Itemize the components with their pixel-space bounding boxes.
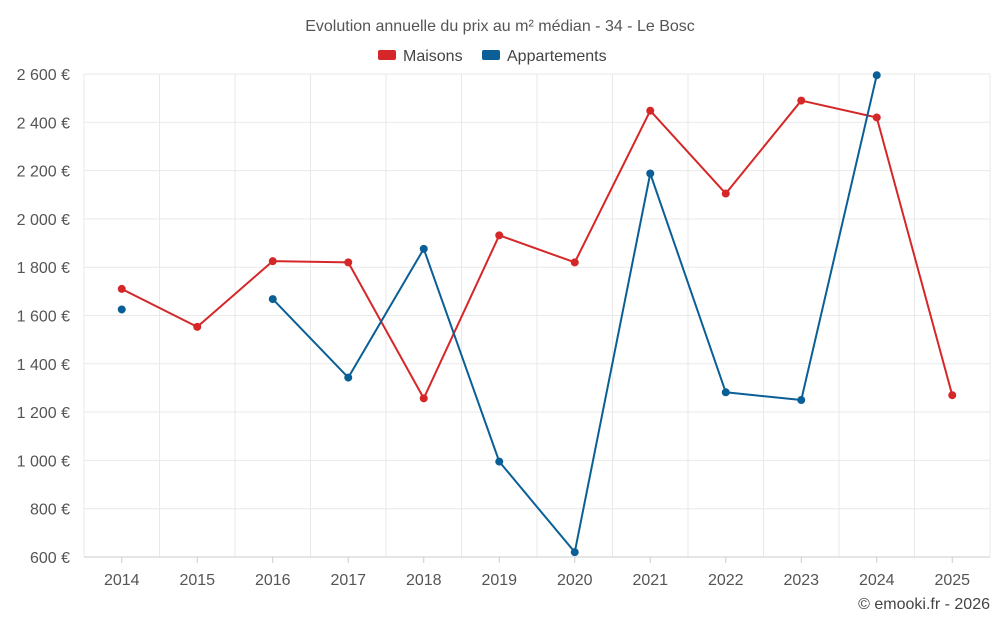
x-axis: 2014 2015 2016 2017 2018 2019 2020 2021 2022 2023… [84, 556, 990, 589]
y-tick-label: 2 600 € [17, 67, 70, 84]
legend-item-maisons[interactable]: Maisons [378, 48, 463, 65]
x-tick-label: 2016 [255, 572, 291, 589]
y-tick-label: 2 400 € [17, 115, 70, 132]
y-tick-label: 2 200 € [17, 164, 70, 181]
data-point-appartements[interactable] [872, 71, 881, 80]
x-tick-label: 2015 [179, 572, 215, 589]
x-tick-label: 2019 [481, 572, 517, 589]
y-tick-label: 1 400 € [17, 357, 70, 374]
y-axis: 600 € 800 € 1 000 € 1 200 € 1 400 € 1 600 € 1 … [17, 67, 70, 567]
x-tick-label: 2024 [859, 572, 895, 589]
credit-text: © emooki.fr - 2026 [858, 596, 990, 613]
legend-swatch-appartements [482, 50, 500, 60]
x-tick-label: 2020 [557, 572, 593, 589]
y-tick-label: 1 800 € [17, 260, 70, 277]
data-point-appartements[interactable] [570, 548, 579, 557]
series-appartements [117, 71, 881, 557]
grid [83, 73, 991, 558]
data-point-maisons[interactable] [495, 231, 504, 240]
data-point-appartements[interactable] [268, 295, 277, 304]
data-point-appartements[interactable] [721, 388, 730, 397]
y-tick-label: 1 200 € [17, 405, 70, 422]
x-tick-label: 2021 [632, 572, 668, 589]
x-tick-label: 2022 [708, 572, 744, 589]
data-point-maisons[interactable] [948, 391, 957, 400]
data-point-maisons[interactable] [193, 322, 202, 331]
series-layer [117, 71, 957, 557]
series-line-maisons [121, 99, 954, 400]
x-tick-label: 2014 [104, 572, 140, 589]
x-tick-label: 2023 [783, 572, 819, 589]
data-point-maisons[interactable] [872, 113, 881, 122]
y-tick-label: 1 000 € [17, 453, 70, 470]
data-point-appartements[interactable] [797, 396, 806, 405]
y-tick-label: 800 € [30, 502, 70, 519]
legend-item-appartements[interactable]: Appartements [482, 48, 607, 65]
data-point-appartements[interactable] [495, 457, 504, 466]
data-point-maisons[interactable] [117, 284, 126, 293]
x-tick-label: 2017 [330, 572, 366, 589]
series-maisons [117, 96, 957, 403]
data-point-maisons[interactable] [419, 394, 428, 403]
x-tick-label: 2018 [406, 572, 442, 589]
legend[interactable]: Maisons Appartements [378, 48, 607, 65]
data-point-appartements[interactable] [344, 373, 353, 382]
data-point-maisons[interactable] [721, 189, 730, 198]
data-point-appartements[interactable] [646, 169, 655, 178]
legend-label-appartements: Appartements [507, 48, 607, 65]
data-point-maisons[interactable] [570, 258, 579, 267]
y-tick-label: 2 000 € [17, 212, 70, 229]
data-point-appartements[interactable] [117, 305, 126, 314]
y-tick-label: 600 € [30, 550, 70, 567]
data-point-maisons[interactable] [797, 96, 806, 105]
data-point-appartements[interactable] [419, 244, 428, 253]
data-point-maisons[interactable] [268, 257, 277, 266]
series-line-appartements [272, 74, 878, 554]
x-tick-label: 2025 [934, 572, 970, 589]
legend-swatch-maisons [378, 50, 396, 60]
y-tick-label: 1 600 € [17, 309, 70, 326]
chart-title: Evolution annuelle du prix au m² médian … [305, 18, 695, 35]
legend-label-maisons: Maisons [403, 48, 463, 65]
data-point-maisons[interactable] [344, 258, 353, 267]
data-point-maisons[interactable] [646, 106, 655, 115]
